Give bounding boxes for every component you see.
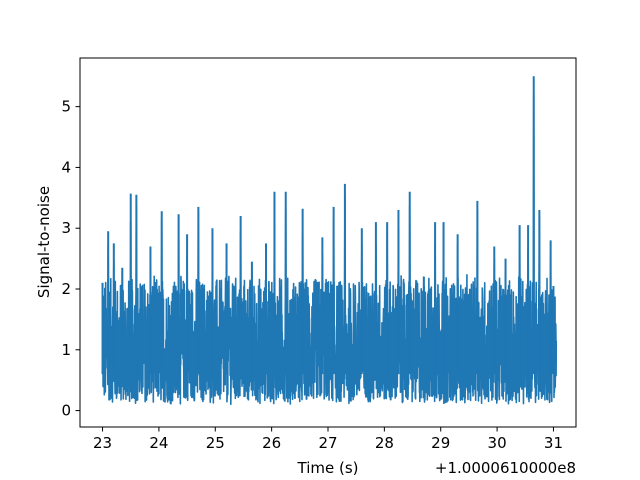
y-axis-label: Signal-to-noise: [35, 186, 53, 298]
y-tick-label: 2: [61, 280, 71, 298]
x-tick-label: 24: [149, 434, 168, 452]
y-tick-label: 1: [61, 341, 71, 359]
y-tick-label: 3: [61, 219, 71, 237]
x-tick-label: 26: [262, 434, 281, 452]
y-tick-label: 0: [61, 402, 71, 420]
x-tick-label: 29: [431, 434, 450, 452]
y-tick-label: 4: [61, 158, 71, 176]
x-tick-label: 30: [488, 434, 507, 452]
x-axis-ticks: 23 24 25 26 27 28 29 30 31: [93, 427, 563, 452]
x-tick-label: 27: [318, 434, 337, 452]
x-tick-label: 25: [206, 434, 225, 452]
series-line-group: [101, 76, 558, 406]
x-tick-label: 23: [93, 434, 112, 452]
y-tick-label: 5: [61, 98, 71, 116]
x-tick-label: 31: [544, 434, 563, 452]
x-tick-label: 28: [375, 434, 394, 452]
x-offset-label: +1.0000610000e8: [435, 459, 576, 477]
x-axis-label: Time (s): [297, 459, 359, 477]
y-axis-ticks: 0 1 2 3 4 5: [61, 98, 80, 420]
